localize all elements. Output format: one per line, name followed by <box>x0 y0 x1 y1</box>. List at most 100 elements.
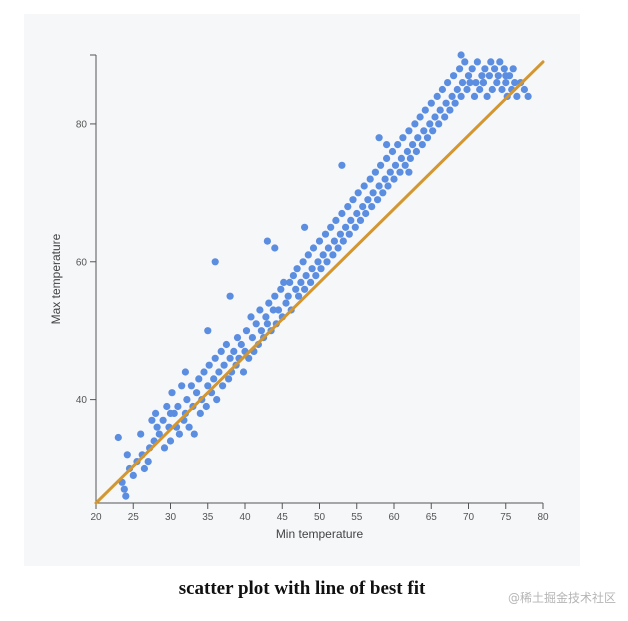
axes: 20 25 30 35 40 45 50 55 60 65 70 75 80 40 60 80 <box>76 54 549 523</box>
data-point <box>494 72 502 80</box>
data-point <box>174 402 182 411</box>
data-point <box>301 285 309 293</box>
data-point <box>163 402 171 411</box>
data-point <box>369 189 377 197</box>
data-point <box>502 72 510 80</box>
data-point <box>375 182 383 190</box>
data-point <box>248 334 256 342</box>
data-point <box>299 258 307 266</box>
data-point <box>202 402 210 411</box>
data-point <box>178 382 186 390</box>
data-point <box>383 154 391 162</box>
data-point <box>120 485 128 493</box>
data-point <box>423 134 432 142</box>
x-tick-label: 75 <box>500 512 512 523</box>
data-point <box>409 141 417 149</box>
data-point <box>314 258 322 266</box>
data-point <box>271 292 279 300</box>
data-point <box>394 141 402 149</box>
data-point <box>457 92 465 100</box>
data-point <box>448 92 456 100</box>
data-point <box>418 141 426 149</box>
data-point <box>496 58 504 66</box>
data-point <box>364 196 372 204</box>
data-point <box>323 258 331 266</box>
data-point <box>349 196 357 204</box>
x-tick-label: 30 <box>165 512 177 523</box>
data-point <box>351 223 359 231</box>
data-point <box>446 106 454 114</box>
data-point <box>405 127 413 135</box>
data-point <box>168 389 176 397</box>
data-point <box>458 79 467 87</box>
y-tick-label: 60 <box>76 257 88 268</box>
data-point <box>513 92 521 100</box>
data-point <box>205 361 213 369</box>
data-point <box>295 292 303 300</box>
data-point <box>391 161 400 169</box>
data-point <box>375 134 383 142</box>
data-point <box>129 471 137 479</box>
data-point <box>301 223 309 231</box>
data-point <box>282 299 290 307</box>
data-point <box>479 79 487 87</box>
x-tick-label: 25 <box>128 512 140 523</box>
data-point <box>411 120 419 128</box>
data-point <box>257 327 265 335</box>
data-point <box>200 368 208 376</box>
data-point <box>488 85 496 94</box>
data-point <box>332 216 340 224</box>
data-point <box>219 382 227 390</box>
data-point <box>403 147 411 156</box>
data-point <box>196 409 204 417</box>
data-point <box>457 51 465 59</box>
data-point <box>433 92 441 100</box>
data-point <box>280 278 288 286</box>
data-point <box>401 161 409 169</box>
data-point <box>321 230 330 238</box>
data-point <box>277 285 285 293</box>
data-point <box>211 354 219 362</box>
data-point <box>190 430 198 438</box>
data-point <box>362 209 370 218</box>
data-point <box>377 161 385 169</box>
data-point <box>420 127 428 135</box>
data-point <box>226 354 234 362</box>
data-point <box>356 216 365 224</box>
x-tick-label: 50 <box>314 512 326 523</box>
data-point <box>159 416 167 424</box>
watermark: @稀土掘金技术社区 <box>507 591 616 605</box>
data-point <box>414 134 422 142</box>
data-point <box>379 189 387 197</box>
data-point <box>160 444 169 452</box>
data-point <box>478 72 486 80</box>
data-point <box>247 313 255 321</box>
data-point <box>217 347 225 355</box>
data-point <box>242 327 251 335</box>
data-point <box>345 230 353 238</box>
x-tick-label: 20 <box>90 512 102 523</box>
data-point <box>338 209 346 218</box>
data-point <box>308 265 316 273</box>
data-point <box>215 368 223 376</box>
data-point <box>317 265 325 273</box>
data-point <box>473 58 481 66</box>
x-tick-label: 65 <box>426 512 438 523</box>
data-point <box>265 299 273 307</box>
data-point <box>210 375 218 383</box>
data-point <box>371 168 379 176</box>
data-point <box>256 306 264 314</box>
data-point <box>122 492 130 500</box>
data-point <box>293 265 301 273</box>
data-point <box>324 244 332 252</box>
x-tick-label: 55 <box>351 512 363 523</box>
figure-caption: scatter plot with line of best fit <box>178 578 426 599</box>
data-point <box>195 375 203 383</box>
data-point <box>426 120 434 128</box>
data-point <box>230 347 238 355</box>
data-point <box>269 306 277 314</box>
data-point <box>309 244 318 252</box>
data-point <box>359 203 367 211</box>
data-point <box>185 423 193 431</box>
data-point <box>405 168 413 176</box>
